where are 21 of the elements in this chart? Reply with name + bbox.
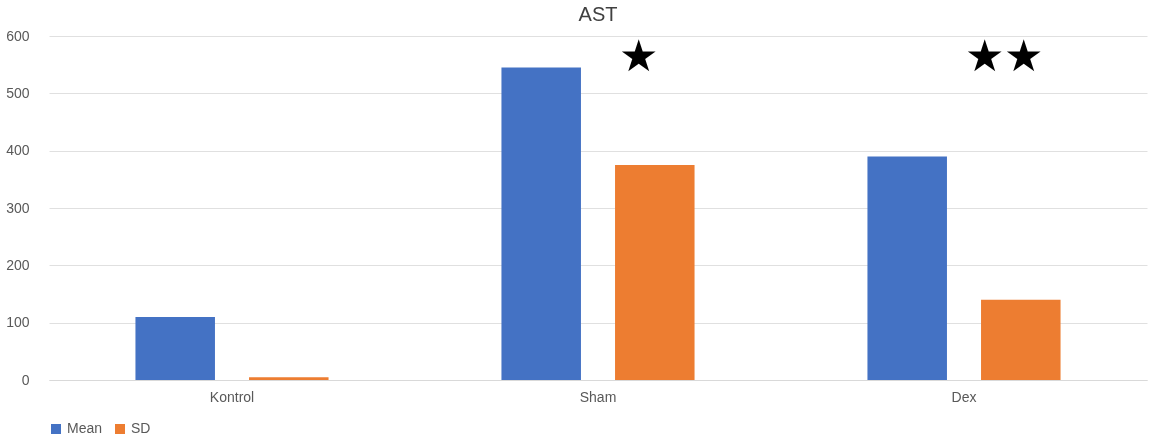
legend-label: SD: [131, 420, 151, 436]
bar: [981, 299, 1061, 380]
y-tick-label: 600: [6, 27, 30, 44]
y-tick-label: 400: [6, 142, 30, 159]
y-tick-label: 500: [6, 84, 30, 101]
bar: [501, 67, 581, 380]
bar: [135, 316, 215, 380]
bar: [867, 156, 947, 380]
bar: [615, 165, 695, 380]
annotation: ★: [618, 31, 658, 80]
chart-title: AST: [578, 3, 618, 25]
x-tick-label: Kontrol: [209, 388, 255, 405]
y-tick-label: 200: [6, 256, 30, 273]
annotation: ★★: [965, 31, 1043, 80]
y-tick-label: 300: [6, 199, 30, 216]
legend-label: Mean: [67, 420, 103, 436]
y-tick-label: 0: [21, 371, 30, 388]
y-tick-label: 100: [6, 314, 30, 331]
x-tick-label: Sham: [579, 388, 617, 405]
bar: [249, 377, 329, 380]
x-tick-label: Dex: [951, 388, 977, 405]
